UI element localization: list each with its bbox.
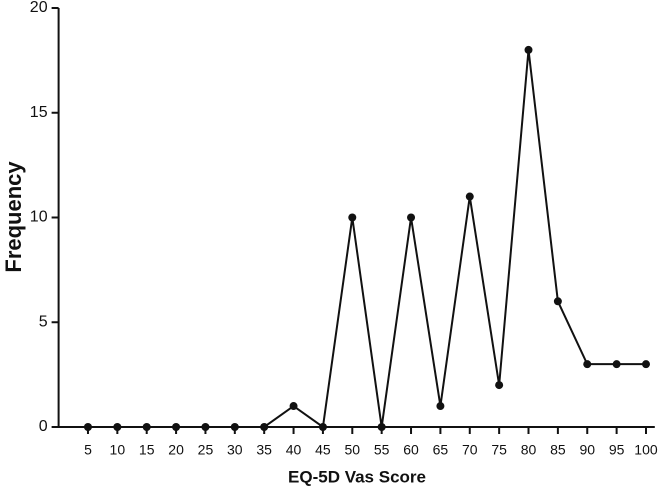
y-tick-label: 15 (30, 104, 48, 121)
y-tick-label: 0 (39, 418, 48, 435)
x-tick-label: 10 (110, 442, 126, 458)
x-tick-label: 80 (521, 442, 537, 458)
x-tick-label: 55 (374, 442, 390, 458)
x-tick-label: 15 (139, 442, 155, 458)
x-tick-label: 35 (256, 442, 272, 458)
x-tick-label: 85 (550, 442, 566, 458)
y-axis-title: Frequency (1, 161, 26, 273)
data-point (318, 423, 327, 431)
data-point (113, 423, 122, 431)
x-tick-label: 5 (84, 442, 92, 458)
data-point (553, 297, 562, 306)
x-tick-label: 75 (491, 442, 507, 458)
y-tick-label: 5 (39, 313, 48, 330)
x-tick-label: 45 (315, 442, 331, 458)
x-tick-label: 65 (433, 442, 449, 458)
data-point (407, 213, 416, 222)
x-tick-label: 50 (345, 442, 361, 458)
data-point (289, 402, 298, 411)
x-axis-title: EQ-5D Vas Score (288, 467, 426, 486)
data-point (495, 381, 504, 390)
data-point (83, 423, 92, 431)
x-tick-label: 70 (462, 442, 478, 458)
data-point (465, 192, 474, 201)
y-tick-label: 10 (30, 209, 48, 226)
data-point (377, 423, 386, 431)
data-point (612, 360, 621, 369)
data-point (641, 360, 650, 369)
data-point (230, 423, 239, 431)
x-tick-label: 25 (198, 442, 214, 458)
data-point (260, 423, 269, 431)
x-tick-label: 20 (168, 442, 184, 458)
x-tick-label: 60 (403, 442, 419, 458)
data-line (87, 49, 646, 429)
x-tick-label: 40 (286, 442, 302, 458)
data-point (583, 360, 592, 369)
y-tick-label: 20 (30, 0, 48, 16)
x-tick-label: 100 (634, 442, 658, 458)
data-point (524, 45, 533, 54)
data-point (436, 402, 445, 411)
x-tick-label: 30 (227, 442, 243, 458)
data-point (348, 213, 357, 222)
data-point (201, 423, 210, 431)
x-tick-label: 90 (579, 442, 595, 458)
data-point (172, 423, 181, 431)
data-point (142, 423, 151, 431)
x-tick-label: 95 (609, 442, 625, 458)
